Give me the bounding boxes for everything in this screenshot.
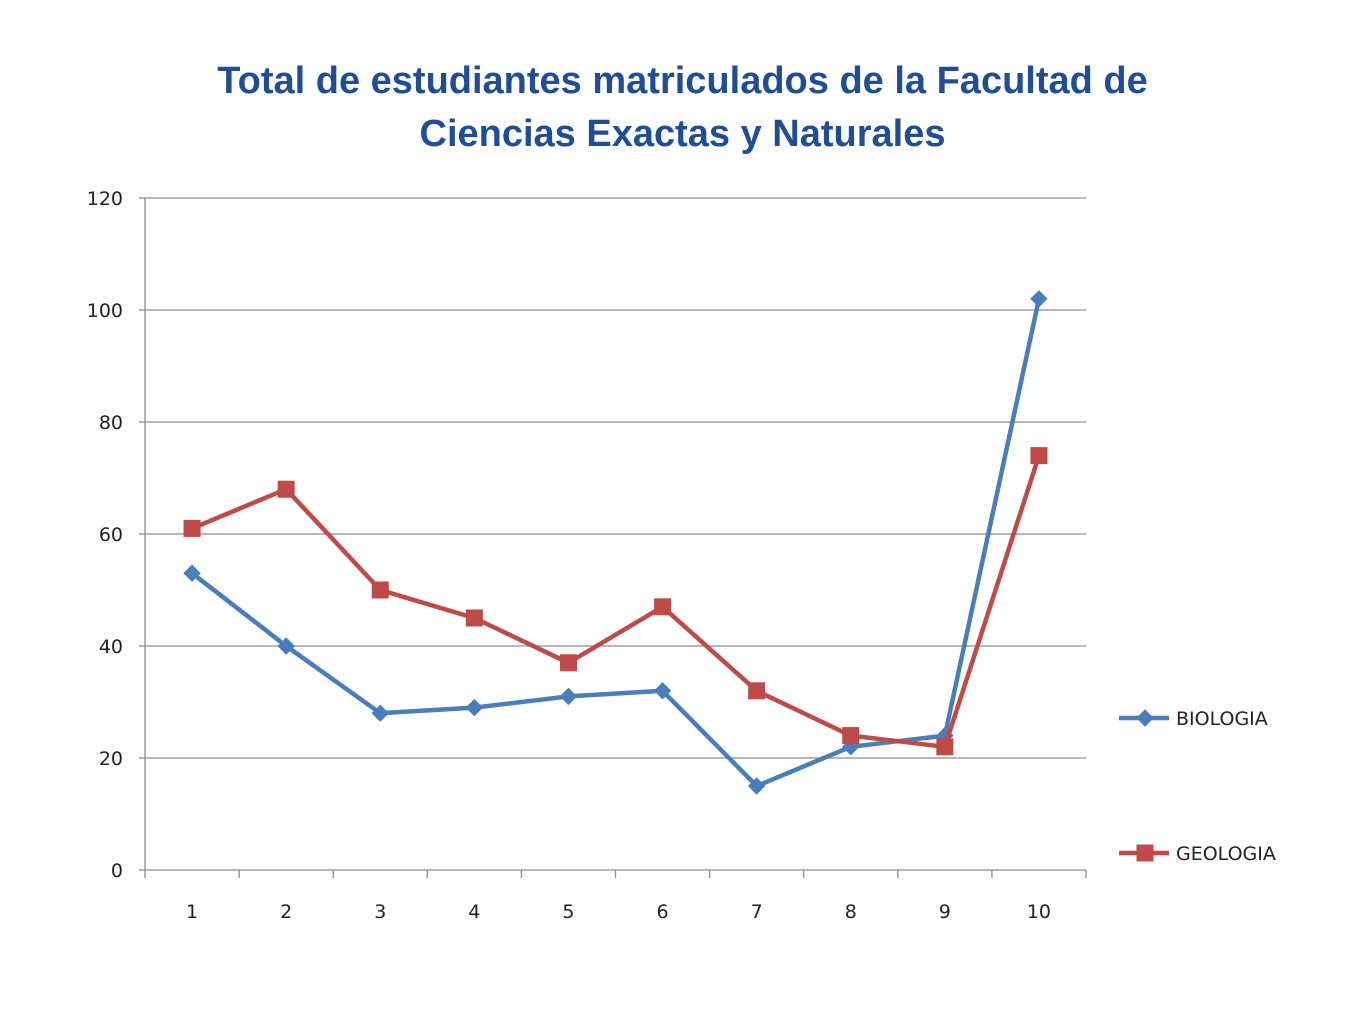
data-point-geologia: [559, 654, 577, 672]
axes: 0 20 40 60 80 100 120 1 2 3 4 5 6 7 8 9 10: [87, 188, 1087, 923]
series-group: [183, 290, 1048, 795]
data-point-biologia: [559, 687, 578, 706]
data-point-geologia: [654, 598, 672, 616]
gridlines: [145, 197, 1086, 759]
x-tick-label: 5: [562, 901, 574, 923]
x-tick-label: 3: [374, 901, 386, 923]
y-tick-label: 60: [99, 524, 123, 546]
y-tick-label: 120: [87, 188, 123, 210]
data-point-geologia: [277, 480, 295, 498]
legend-item-biologia: BIOLOGIA: [1119, 708, 1268, 730]
x-tick-label: 9: [939, 901, 951, 923]
y-tick-label: 0: [111, 860, 123, 882]
data-point-biologia: [277, 637, 295, 655]
data-point-geologia: [183, 519, 201, 537]
legend-item-geologia: GEOLOGIA: [1119, 843, 1276, 865]
data-point-biologia: [183, 564, 201, 582]
legend-label: GEOLOGIA: [1176, 843, 1276, 865]
series-geologia: [183, 447, 1048, 756]
data-point-biologia: [653, 682, 672, 700]
series-line-geologia: [189, 453, 1042, 750]
x-tick-label: 8: [845, 901, 857, 923]
y-tick-label: 100: [87, 300, 123, 322]
series-line-biologia: [189, 296, 1042, 789]
x-tick-label: 4: [468, 901, 480, 923]
data-point-biologia: [465, 698, 484, 717]
data-point-biologia: [371, 704, 389, 722]
data-point-geologia: [748, 682, 766, 700]
data-point-geologia: [465, 609, 483, 627]
x-tick-label: 6: [657, 901, 669, 923]
chart-title-line-2: Ciencias Exactas y Naturales: [419, 113, 946, 155]
data-point-geologia: [1030, 447, 1048, 465]
data-point-biologia: [747, 777, 766, 795]
y-tick-label: 80: [99, 412, 123, 434]
y-tick-label: 20: [99, 748, 123, 770]
data-point-geologia: [936, 738, 954, 756]
x-tick-label: 1: [186, 901, 198, 923]
series-biologia: [183, 290, 1048, 795]
legend-marker: [1136, 844, 1154, 862]
data-point-biologia: [1030, 290, 1048, 308]
legend: BIOLOGIA GEOLOGIA: [1119, 708, 1276, 865]
x-tick-label: 7: [751, 901, 763, 923]
legend-marker: [1136, 709, 1154, 727]
data-point-geologia: [371, 581, 389, 599]
legend-label: BIOLOGIA: [1176, 708, 1268, 730]
y-tick-label: 40: [99, 636, 123, 658]
x-tick-label: 10: [1027, 901, 1051, 923]
chart-title: Total de estudiantes matriculados de la …: [0, 55, 1365, 161]
x-tick-label: 2: [280, 901, 292, 923]
chart-title-line-1: Total de estudiantes matriculados de la …: [217, 60, 1148, 102]
data-point-geologia: [842, 727, 860, 745]
